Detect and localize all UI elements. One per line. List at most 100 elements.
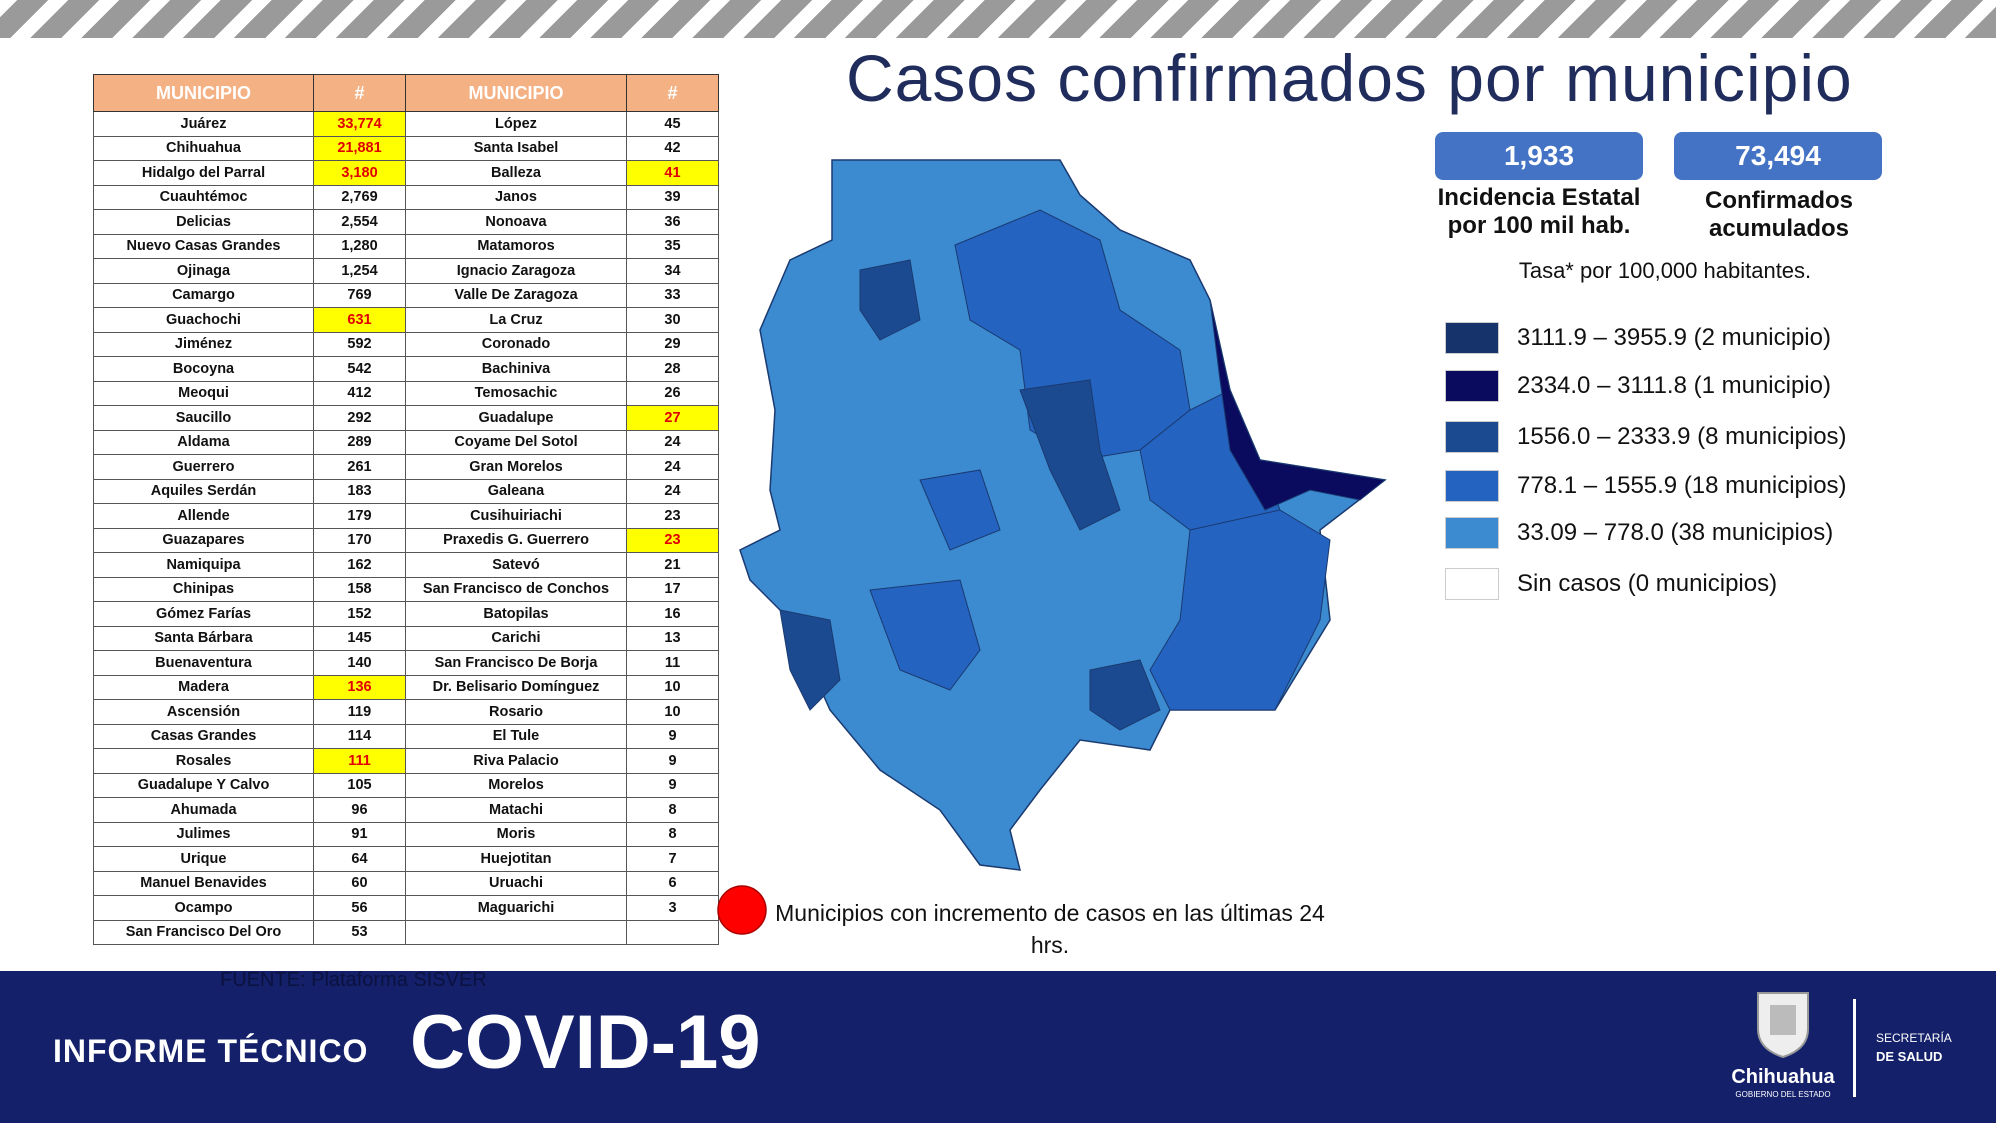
municipality: Aquiles Serdán	[93, 478, 314, 504]
municipality: Juárez	[93, 111, 314, 137]
table-row: Buenaventura 140 San Francisco De Borja 11	[93, 650, 719, 676]
case-count: 179	[313, 503, 406, 529]
legend-swatch	[1445, 517, 1499, 549]
legend-swatch	[1445, 421, 1499, 453]
legend-label: Sin casos (0 municipios)	[1517, 570, 1778, 597]
municipality: Chinipas	[93, 576, 314, 602]
legend-label: 3111.9 – 3955.9 (2 municipio)	[1517, 324, 1831, 351]
case-count: 1,254	[313, 258, 406, 284]
municipality: Ocampo	[93, 895, 314, 921]
legend-label: 1556.0 – 2333.9 (8 municipios)	[1517, 423, 1847, 450]
case-count: 631	[313, 307, 406, 333]
case-count: 9	[626, 723, 719, 749]
table-row: Santa Bárbara 145 Carichi 13	[93, 625, 719, 651]
case-count: 261	[313, 454, 406, 480]
municipality: Riva Palacio	[405, 748, 627, 774]
case-count: 3	[626, 895, 719, 921]
case-count: 28	[626, 356, 719, 382]
region	[1149, 509, 1331, 711]
case-count: 29	[626, 331, 719, 357]
municipality: Saucillo	[93, 405, 314, 431]
case-count: 33	[626, 282, 719, 308]
case-count: 24	[626, 454, 719, 480]
divider	[1853, 999, 1856, 1097]
municipality: Coyame Del Sotol	[405, 429, 627, 455]
case-count: 10	[626, 699, 719, 725]
table-row: Camargo 769 Valle De Zaragoza 33	[93, 282, 719, 308]
case-count: 11	[626, 650, 719, 676]
municipality: Morelos	[405, 772, 627, 798]
table-row: Chihuahua 21,881 Santa Isabel 42	[93, 135, 719, 161]
case-count: 45	[626, 111, 719, 137]
table-row: Aldama 289 Coyame Del Sotol 24	[93, 429, 719, 455]
table-row: Ahumada 96 Matachi 8	[93, 797, 719, 823]
municipality: Nuevo Casas Grandes	[93, 233, 314, 259]
municipality: Allende	[93, 503, 314, 529]
table-row: Ojinaga 1,254 Ignacio Zaragoza 34	[93, 258, 719, 284]
column-header: #	[626, 74, 719, 112]
case-count: 2,769	[313, 184, 406, 210]
municipality: Urique	[93, 846, 314, 872]
cases-table: MUNICIPIO # MUNICIPIO # Juárez 33,774 López 45…	[93, 74, 719, 945]
table-row: Manuel Benavides 60 Uruachi 6	[93, 870, 719, 896]
municipality: Ojinaga	[93, 258, 314, 284]
municipality: Ignacio Zaragoza	[405, 258, 627, 284]
case-count: 183	[313, 478, 406, 504]
municipality: Huejotitan	[405, 846, 627, 872]
table-row: Julimes 91 Moris 8	[93, 821, 719, 847]
table-row: Meoqui 412 Temosachic 26	[93, 380, 719, 406]
dept: DE SALUD	[1876, 1049, 1943, 1064]
municipality: Bocoyna	[93, 356, 314, 382]
table-row: Chinipas 158 San Francisco de Conchos 17	[93, 576, 719, 602]
logo-sub: GOBIERNO DEL ESTADO	[1735, 1090, 1831, 1099]
municipality: Temosachic	[405, 380, 627, 406]
case-count: 7	[626, 846, 719, 872]
municipality: Buenaventura	[93, 650, 314, 676]
case-count: 96	[313, 797, 406, 823]
municipality: Janos	[405, 184, 627, 210]
case-count: 111	[313, 748, 406, 774]
case-count: 39	[626, 184, 719, 210]
map	[739, 159, 1387, 871]
table-row: Madera 136 Dr. Belisario Domínguez 10	[93, 674, 719, 700]
case-count: 64	[313, 846, 406, 872]
case-count: 145	[313, 625, 406, 651]
table-row: Guadalupe Y Calvo 105 Morelos 9	[93, 772, 719, 798]
case-count: 412	[313, 380, 406, 406]
municipality: Meoqui	[93, 380, 314, 406]
municipality: Jiménez	[93, 331, 314, 357]
case-count: 769	[313, 282, 406, 308]
municipality	[405, 919, 627, 945]
table-row: Cuauhtémoc 2,769 Janos 39	[93, 184, 719, 210]
case-count	[626, 919, 719, 945]
municipality: Cusihuiriachi	[405, 503, 627, 529]
case-count: 140	[313, 650, 406, 676]
case-count: 23	[626, 503, 719, 529]
municipality: Satevó	[405, 552, 627, 578]
case-count: 592	[313, 331, 406, 357]
table-row: Aquiles Serdán 183 Galeana 24	[93, 478, 719, 504]
municipality: López	[405, 111, 627, 137]
table-row: Gómez Farías 152 Batopilas 16	[93, 601, 719, 627]
case-count: 33,774	[313, 111, 406, 137]
stat-label: Incidencia Estatal por 100 mil hab.	[1437, 184, 1641, 239]
legend-label: 778.1 – 1555.9 (18 municipios)	[1517, 472, 1847, 499]
table-row: Delicias 2,554 Nonoava 36	[93, 209, 719, 235]
table-row: Ascensión 119 Rosario 10	[93, 699, 719, 725]
table-row: Hidalgo del Parral 3,180 Balleza 41	[93, 160, 719, 186]
municipality: Dr. Belisario Domínguez	[405, 674, 627, 700]
municipality: Praxedis G. Guerrero	[405, 527, 627, 553]
case-count: 6	[626, 870, 719, 896]
case-count: 9	[626, 772, 719, 798]
municipality: Gran Morelos	[405, 454, 627, 480]
municipality: Moris	[405, 821, 627, 847]
municipality: Santa Isabel	[405, 135, 627, 161]
case-count: 16	[626, 601, 719, 627]
case-count: 10	[626, 674, 719, 700]
legend-label: 2334.0 – 3111.8 (1 municipio)	[1517, 372, 1831, 399]
table-row: Casas Grandes 114 El Tule 9	[93, 723, 719, 749]
case-count: 9	[626, 748, 719, 774]
column-header: #	[313, 74, 406, 112]
table-row: Guazapares 170 Praxedis G. Guerrero 23	[93, 527, 719, 553]
